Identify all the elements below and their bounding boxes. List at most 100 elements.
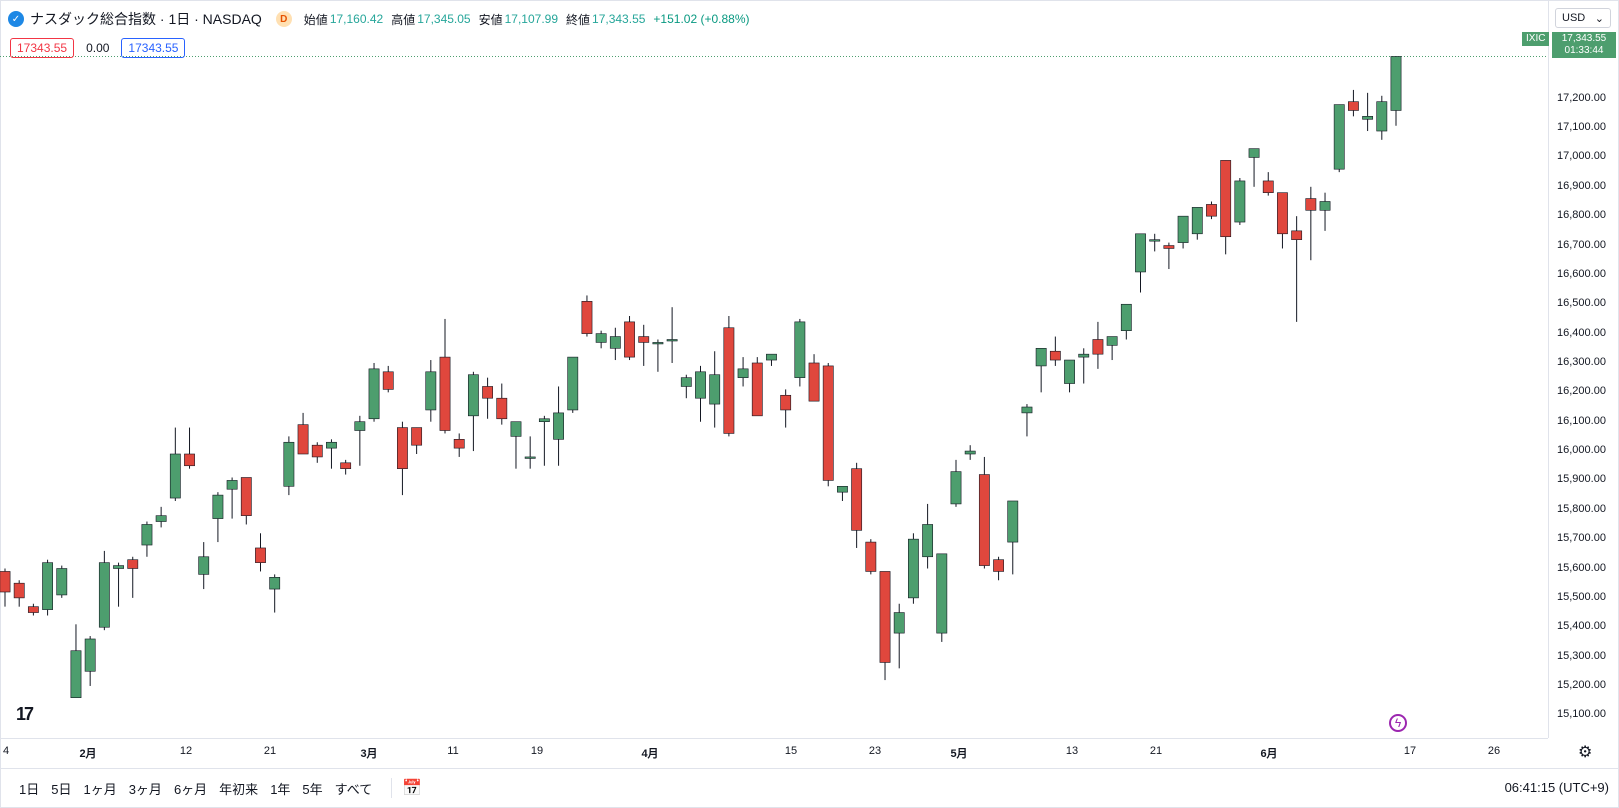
range-button-all[interactable]: すべて	[334, 781, 373, 797]
candle[interactable]	[1319, 192, 1331, 231]
candle[interactable]	[666, 307, 678, 363]
range-button-ytd[interactable]: 年初来	[219, 781, 259, 797]
candle[interactable]	[368, 362, 380, 422]
candle[interactable]	[1305, 186, 1317, 261]
candle[interactable]	[453, 433, 465, 457]
candle[interactable]	[1135, 233, 1146, 293]
candle[interactable]	[1248, 148, 1260, 187]
candle[interactable]	[13, 580, 25, 607]
candle[interactable]	[1035, 347, 1047, 393]
symbol-title[interactable]: ナスダック総合指数 · 1日 · NASDAQ	[30, 11, 262, 27]
candle[interactable]	[482, 377, 494, 419]
range-button-6m[interactable]: 6ヶ月	[173, 781, 208, 797]
candle[interactable]	[893, 603, 905, 669]
candle[interactable]	[1348, 89, 1359, 117]
candle[interactable]	[1007, 500, 1019, 575]
sell-price-button[interactable]: 17343.55	[10, 38, 75, 58]
candle[interactable]	[84, 636, 96, 686]
candle[interactable]	[467, 371, 479, 452]
range-button-3m[interactable]: 3ヶ月	[128, 781, 162, 797]
range-button-5d[interactable]: 5日	[51, 781, 72, 797]
candle[interactable]	[297, 412, 309, 455]
candle[interactable]	[609, 327, 621, 361]
candle[interactable]	[0, 568, 11, 607]
candle[interactable]	[709, 351, 721, 428]
candle[interactable]	[1291, 216, 1303, 322]
candle[interactable]	[70, 624, 82, 699]
buy-price-button[interactable]: 17343.55	[121, 38, 186, 58]
candle[interactable]	[1106, 336, 1118, 361]
price-scale[interactable]: 17,200.00 17,100.00 17,000.00 16,900.00 16,8…	[1548, 0, 1619, 738]
currency-select[interactable]: USD ⌄	[1555, 8, 1611, 28]
candle[interactable]	[567, 356, 579, 413]
candle[interactable]	[723, 316, 735, 437]
range-button-1m[interactable]: 1ヶ月	[83, 781, 117, 797]
candle[interactable]	[425, 360, 437, 422]
candle[interactable]	[879, 571, 891, 681]
candle[interactable]	[439, 318, 451, 434]
candle[interactable]	[198, 542, 210, 590]
candle[interactable]	[907, 533, 919, 604]
candle[interactable]	[127, 556, 139, 598]
range-button-5y[interactable]: 5年	[302, 781, 323, 797]
candle[interactable]	[766, 353, 777, 366]
candle[interactable]	[837, 485, 848, 501]
candle[interactable]	[680, 374, 692, 399]
candle[interactable]	[56, 565, 68, 598]
candle[interactable]	[652, 339, 664, 372]
candle[interactable]	[1177, 215, 1189, 249]
candle[interactable]	[950, 459, 962, 507]
candle[interactable]	[822, 362, 834, 487]
candle[interactable]	[382, 365, 394, 393]
candle[interactable]	[624, 316, 635, 361]
candle[interactable]	[1376, 95, 1388, 140]
range-button-1d[interactable]: 1日	[19, 781, 40, 797]
candle[interactable]	[269, 574, 281, 613]
candle[interactable]	[1064, 359, 1075, 393]
candle[interactable]	[1390, 56, 1402, 126]
candle[interactable]	[581, 295, 593, 337]
candle[interactable]	[1092, 321, 1104, 369]
candle[interactable]	[1277, 192, 1288, 249]
candle[interactable]	[1120, 303, 1132, 340]
candle[interactable]	[354, 415, 366, 466]
candle[interactable]	[510, 421, 522, 469]
candle[interactable]	[226, 477, 238, 519]
data-source-badge[interactable]: D	[275, 11, 292, 27]
candle[interactable]	[751, 357, 763, 417]
price-chart[interactable]	[0, 0, 1548, 738]
candle[interactable]	[1078, 348, 1090, 384]
candle[interactable]	[397, 421, 408, 496]
range-button-1y[interactable]: 1年	[270, 781, 291, 797]
candle[interactable]	[524, 436, 536, 469]
candle[interactable]	[113, 562, 124, 607]
candle[interactable]	[255, 533, 266, 572]
candle[interactable]	[240, 477, 252, 525]
candle[interactable]	[1149, 233, 1161, 252]
candle[interactable]	[780, 389, 792, 428]
candle[interactable]	[184, 427, 195, 469]
candle[interactable]	[1049, 336, 1061, 366]
candle[interactable]	[98, 550, 110, 631]
candle[interactable]	[1163, 242, 1175, 270]
tradingview-logo-icon[interactable]: 17	[16, 704, 34, 724]
candle[interactable]	[808, 354, 820, 402]
candle[interactable]	[936, 553, 948, 642]
candle[interactable]	[411, 427, 423, 454]
candle[interactable]	[283, 436, 295, 496]
candle[interactable]	[993, 556, 1004, 581]
candle[interactable]	[169, 427, 181, 501]
candle[interactable]	[311, 442, 323, 463]
candle[interactable]	[1362, 92, 1374, 132]
candle[interactable]	[27, 603, 39, 616]
candle[interactable]	[42, 559, 53, 616]
candle[interactable]	[638, 324, 650, 366]
candle[interactable]	[212, 492, 224, 543]
candle[interactable]	[695, 365, 706, 422]
candle[interactable]	[794, 318, 806, 387]
candle[interactable]	[1191, 207, 1203, 240]
candle[interactable]	[595, 330, 607, 349]
candle[interactable]	[155, 506, 167, 528]
candle[interactable]	[737, 357, 749, 387]
candle[interactable]	[326, 439, 337, 469]
